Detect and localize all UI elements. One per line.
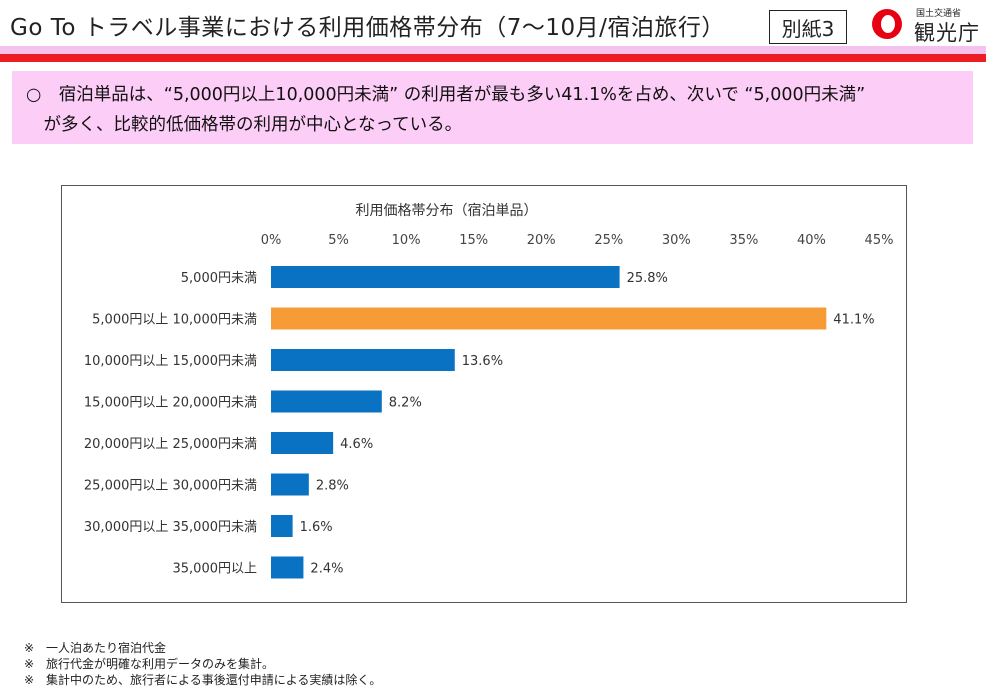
x-tick-label: 5% <box>328 233 349 248</box>
bar-chart: 利用価格帯分布（宿泊単品） 0% 5% 10% 15% 20% 25% 30% 35% 40% 45… <box>84 202 894 579</box>
chart-title: 利用価格帯分布（宿泊単品） <box>356 202 538 219</box>
bar <box>271 473 309 496</box>
logo-ministry-name: 国土交通省 <box>916 9 962 19</box>
x-tick-label: 0% <box>261 233 282 248</box>
footnote-3: ※ 集計中のため、旅行者による事後還付申請による実績は除く。 <box>24 673 382 687</box>
agency-logo: 国土交通省 観光庁 <box>870 6 980 46</box>
summary-box: ○ 宿泊単品は、“5,000円以上10,000円未満” の利用者が最も多い41.… <box>12 71 973 144</box>
x-tick-label: 35% <box>729 233 758 248</box>
header-stripe-red <box>0 54 986 62</box>
footnote-1: ※ 一人泊あたり宿泊代金 <box>24 641 167 655</box>
x-tick-label: 30% <box>662 233 691 248</box>
bar <box>271 390 382 413</box>
x-tick-label: 45% <box>865 233 894 248</box>
summary-line-2: が多く、比較的低価格帯の利用が中心となっている。 <box>26 115 463 135</box>
bar <box>271 349 455 371</box>
x-tick-label: 15% <box>459 233 488 248</box>
header-stripe-pink <box>0 46 986 54</box>
chart-frame: 利用価格帯分布（宿泊単品） 0% 5% 10% 15% 20% 25% 30% 35% 40% 45… <box>61 185 907 603</box>
category-label: 10,000円以上 15,000円未満 <box>84 354 257 369</box>
category-label: 20,000円以上 25,000円未満 <box>84 437 257 452</box>
summary-line-1: ○ 宿泊単品は、“5,000円以上10,000円未満” の利用者が最も多い41.… <box>26 85 866 105</box>
footnote-2: ※ 旅行代金が明確な利用データのみを集計。 <box>24 657 275 671</box>
agency-logo-mark-icon <box>872 9 902 39</box>
category-label: 15,000円以上 20,000円未満 <box>84 396 257 411</box>
bar <box>271 556 304 579</box>
category-label: 5,000円以上 10,000円未満 <box>92 313 257 328</box>
x-tick-label: 20% <box>527 233 556 248</box>
data-label: 25.8% <box>627 271 668 286</box>
data-label: 4.6% <box>340 437 373 452</box>
category-label: 30,000円以上 35,000円未満 <box>84 520 257 535</box>
category-label: 5,000円未満 <box>181 271 257 286</box>
x-tick-label: 10% <box>392 233 421 248</box>
footnotes: ※ 一人泊あたり宿泊代金 ※ 旅行代金が明確な利用データのみを集計。 ※ 集計中… <box>24 640 381 688</box>
category-label: 25,000円以上 30,000円未満 <box>84 479 257 494</box>
page-title: Go To トラベル事業における利用価格帯分布（7～10月/宿泊旅行） <box>10 15 725 41</box>
attachment-badge: 別紙3 <box>769 10 847 44</box>
data-label: 13.6% <box>462 354 503 369</box>
logo-agency-name: 観光庁 <box>914 21 980 45</box>
data-label: 8.2% <box>389 396 422 411</box>
data-label: 41.1% <box>833 313 874 328</box>
data-label: 2.8% <box>316 479 349 494</box>
data-label: 2.4% <box>310 562 343 577</box>
x-tick-label: 25% <box>594 233 623 248</box>
x-tick-label: 40% <box>797 233 826 248</box>
bar <box>271 432 334 454</box>
category-label: 35,000円以上 <box>173 562 258 577</box>
bar <box>271 307 827 330</box>
bar <box>271 266 620 288</box>
bar <box>271 515 293 537</box>
data-label: 1.6% <box>300 520 333 535</box>
